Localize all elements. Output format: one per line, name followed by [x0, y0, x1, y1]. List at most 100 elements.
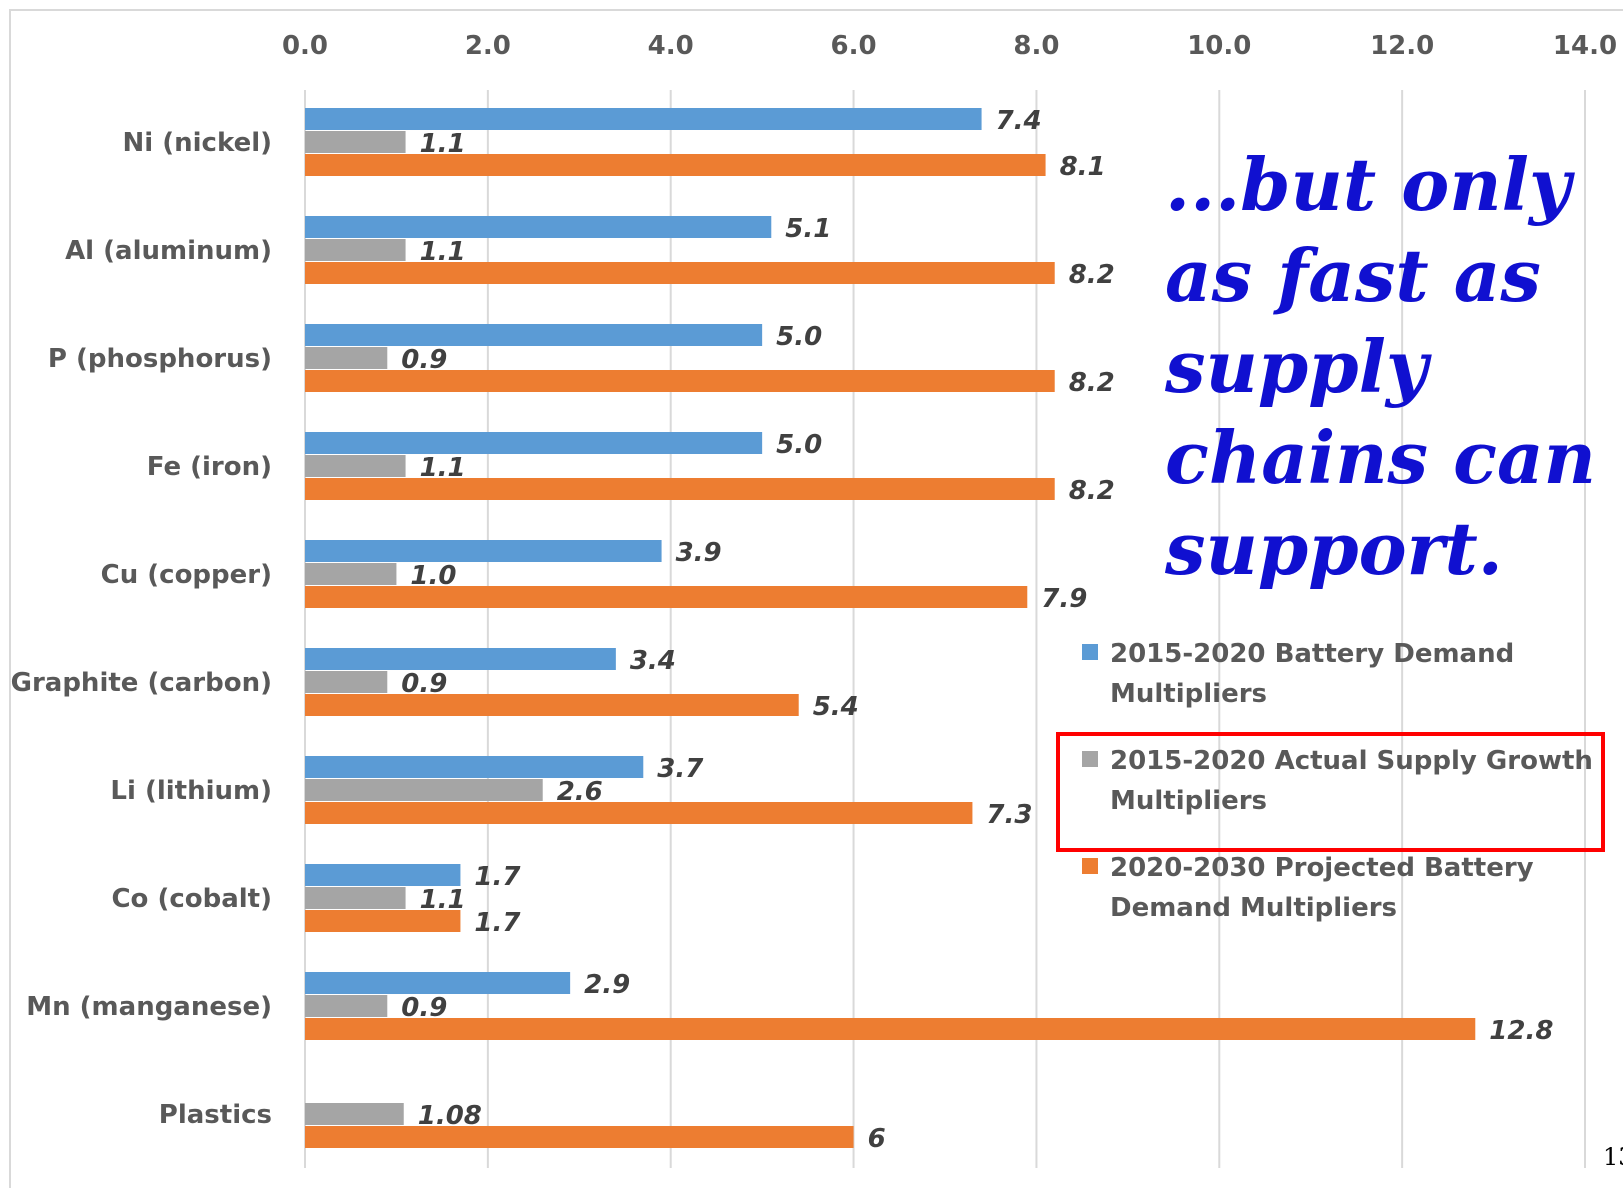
bar-supply-2015-2020: [305, 131, 406, 153]
data-label: 5.1: [785, 214, 831, 244]
data-label: 5.0: [776, 430, 822, 460]
bar-demand-2015-2020: [305, 648, 616, 670]
legend-highlight-box: [1056, 732, 1605, 852]
bar-supply-2015-2020: [305, 779, 543, 801]
gridlines: [304, 90, 1586, 1168]
category-labels: Ni (nickel) Al (aluminum) P (phosphorus) Fe…: [11, 128, 272, 1130]
data-label: 1.1: [420, 237, 466, 267]
legend-label: 2015-2020 Battery Demand: [1110, 639, 1514, 669]
bar-supply-2015-2020: [305, 455, 406, 477]
x-tick-label: 2.0: [465, 31, 511, 61]
category-label: Li (lithium): [110, 776, 272, 806]
data-label: 6: [868, 1124, 886, 1154]
bar-demand-2015-2020: [305, 864, 461, 886]
bar-projected-2020-2030: [305, 694, 799, 716]
x-tick-label: 6.0: [831, 31, 877, 61]
data-label: 1.7: [474, 862, 521, 892]
data-label: 8.2: [1069, 368, 1115, 398]
bars: [305, 108, 1476, 1148]
x-tick-label: 4.0: [648, 31, 694, 61]
data-label: 0.9: [401, 993, 447, 1023]
category-label: Cu (copper): [101, 560, 272, 590]
legend-label: Multipliers: [1110, 786, 1267, 816]
data-label: 8.2: [1069, 260, 1115, 290]
category-label: Graphite (carbon): [11, 668, 272, 698]
data-label: 0.9: [401, 669, 447, 699]
bar-demand-2015-2020: [305, 108, 982, 130]
data-label: 5.4: [813, 692, 859, 722]
bar-projected-2020-2030: [305, 478, 1055, 500]
legend-label: Multipliers: [1110, 679, 1267, 709]
data-label: 1.1: [420, 129, 466, 159]
data-label: 5.0: [776, 322, 822, 352]
category-label: Co (cobalt): [111, 884, 272, 914]
bar-supply-2015-2020: [305, 995, 388, 1017]
bar-supply-2015-2020: [305, 1103, 404, 1125]
x-axis-tick-labels: 0.0 2.0 4.0 6.0 8.0 10.0 12.0 14.0: [282, 31, 1617, 61]
page-number: 13: [1603, 1143, 1623, 1171]
data-label: 0.9: [401, 345, 447, 375]
data-label: 1.7: [474, 908, 521, 938]
bar-demand-2015-2020: [305, 972, 571, 994]
legend-label: 2015-2020 Actual Supply Growth: [1110, 746, 1593, 776]
legend-swatch: [1082, 751, 1098, 767]
bar-supply-2015-2020: [305, 887, 406, 909]
data-label: 1.0: [410, 561, 456, 591]
bar-projected-2020-2030: [305, 262, 1055, 284]
data-label: 2.9: [584, 970, 630, 1000]
chart-frame: [9, 9, 1623, 1188]
category-label: Mn (manganese): [26, 992, 272, 1022]
category-label: Plastics: [159, 1100, 272, 1130]
data-label: 7.4: [996, 106, 1042, 136]
category-label: Al (aluminum): [65, 236, 272, 266]
data-label: 7.3: [986, 800, 1032, 830]
bar-supply-2015-2020: [305, 239, 406, 261]
bar-projected-2020-2030: [305, 802, 973, 824]
bar-supply-2015-2020: [305, 347, 388, 369]
x-tick-label: 14.0: [1553, 31, 1617, 61]
category-label: Ni (nickel): [123, 128, 272, 158]
data-label: 3.4: [630, 646, 676, 676]
data-label: 1.1: [420, 453, 466, 483]
bar-demand-2015-2020: [305, 756, 644, 778]
callout-line: ...but only: [1165, 142, 1575, 227]
category-label: Fe (iron): [147, 452, 272, 482]
data-label: 7.9: [1041, 584, 1087, 614]
data-label: 8.2: [1069, 476, 1115, 506]
category-label: P (phosphorus): [48, 344, 272, 374]
data-label: 3.7: [657, 754, 704, 784]
x-tick-label: 10.0: [1187, 31, 1251, 61]
data-label: 8.1: [1060, 152, 1106, 182]
bar-projected-2020-2030: [305, 370, 1055, 392]
bar-projected-2020-2030: [305, 1018, 1476, 1040]
x-tick-label: 8.0: [1013, 31, 1059, 61]
bar-projected-2020-2030: [305, 1126, 854, 1148]
bar-projected-2020-2030: [305, 586, 1028, 608]
x-tick-label: 12.0: [1370, 31, 1434, 61]
legend-swatch: [1082, 858, 1098, 874]
data-label: 1.1: [420, 885, 466, 915]
callout-line: support.: [1164, 506, 1503, 591]
bar-demand-2015-2020: [305, 216, 772, 238]
legend: 2015-2020 Battery Demand Multipliers 2015-…: [1082, 639, 1593, 923]
legend-swatch: [1082, 644, 1098, 660]
data-label: 12.8: [1489, 1016, 1553, 1046]
callout-line: chains can: [1165, 415, 1596, 500]
x-tick-label: 0.0: [282, 31, 328, 61]
bar-supply-2015-2020: [305, 563, 397, 585]
data-labels: 7.4 1.1 8.1 5.1 1.1 8.2 5.0 0.9 8.2 5.0 1.1 8.2 3.9 1…: [401, 106, 1553, 1154]
bar-projected-2020-2030: [305, 154, 1046, 176]
bar-demand-2015-2020: [305, 432, 763, 454]
bar-demand-2015-2020: [305, 540, 662, 562]
bar-supply-2015-2020: [305, 671, 388, 693]
bar-demand-2015-2020: [305, 324, 763, 346]
legend-label: Demand Multipliers: [1110, 893, 1397, 923]
legend-label: 2020-2030 Projected Battery: [1110, 853, 1534, 883]
callout-line: as fast as: [1165, 233, 1541, 318]
data-label: 2.6: [557, 777, 603, 807]
data-label: 3.9: [676, 538, 722, 568]
bar-projected-2020-2030: [305, 910, 461, 932]
callout-line: supply: [1164, 324, 1432, 409]
